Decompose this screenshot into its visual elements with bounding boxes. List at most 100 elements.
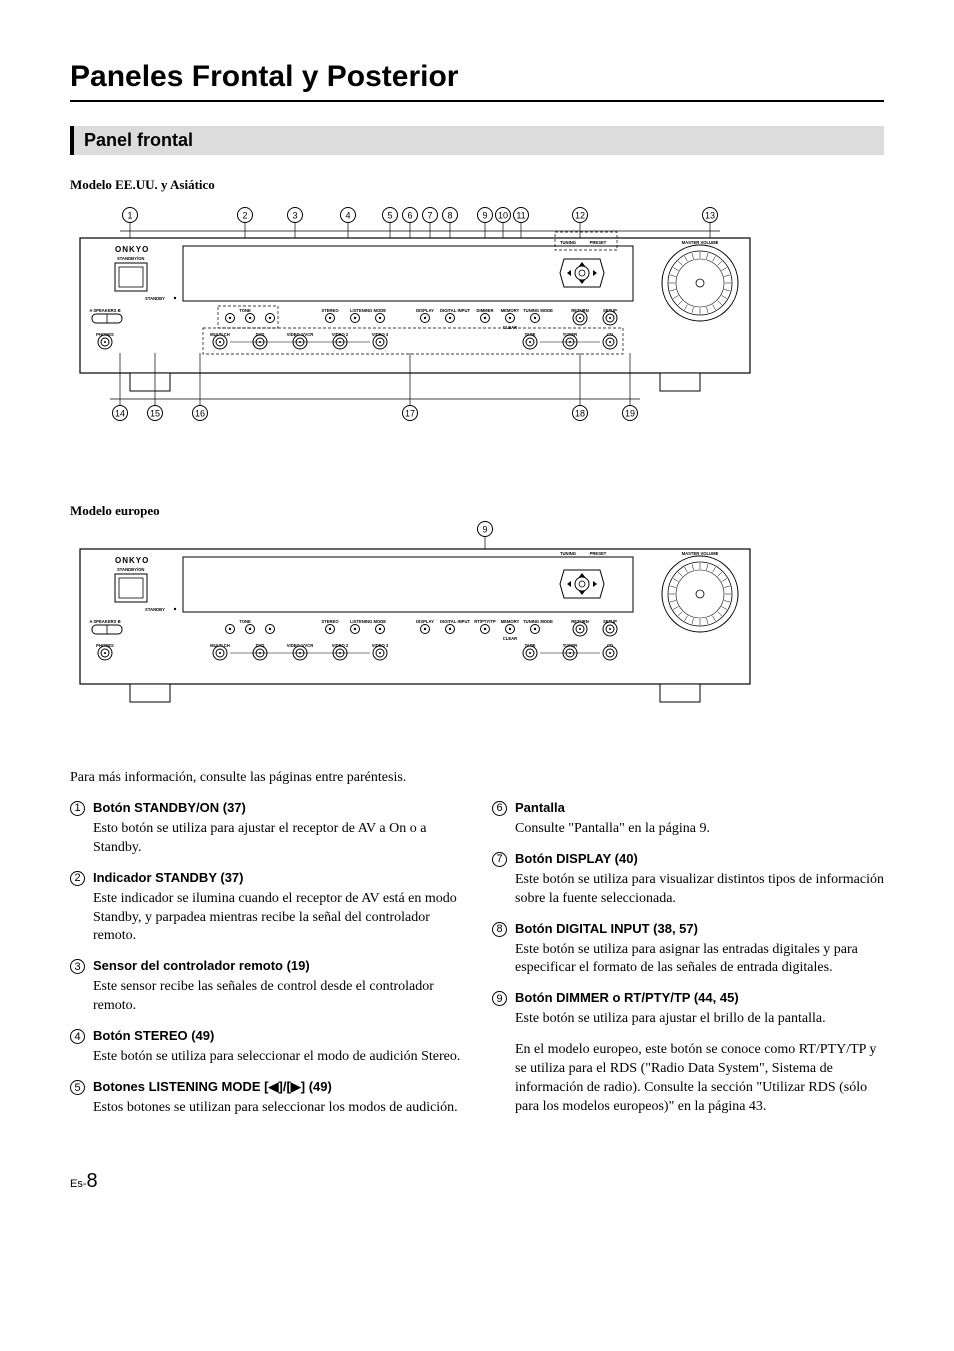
page-title: Paneles Frontal y Posterior <box>70 60 884 94</box>
svg-text:9: 9 <box>482 525 487 535</box>
item-title: Botón DIMMER o RT/PTY/TP (44, 45) <box>515 990 739 1005</box>
svg-text:MEMORY: MEMORY <box>501 619 520 624</box>
svg-text:6: 6 <box>407 211 412 221</box>
svg-text:13: 13 <box>705 211 715 221</box>
item-number: 8 <box>492 922 507 937</box>
item-row: 5 Botones LISTENING MODE [◀]/[▶] (49) <box>70 1079 462 1095</box>
svg-text:RT/PTY/TP: RT/PTY/TP <box>474 619 496 624</box>
svg-text:10: 10 <box>498 211 508 221</box>
title-underline <box>70 100 884 102</box>
item-body: Este sensor recibe las señales de contro… <box>93 978 462 1016</box>
item-body: Este botón se utiliza para asignar las e… <box>515 941 884 979</box>
svg-text:CLEAR: CLEAR <box>503 636 517 641</box>
item-body: Esto botón se utiliza para ajustar el re… <box>93 820 462 858</box>
item-title: Botón DISPLAY (40) <box>515 851 638 866</box>
svg-text:18: 18 <box>575 409 585 419</box>
diagram-eu: 9 ONKYO STANDBY/ON STANDBY TUNING PRESET MASTE… <box>70 519 884 739</box>
item-body: Estos botones se utilizan para seleccion… <box>93 1099 462 1118</box>
svg-text:LISTENING MODE: LISTENING MODE <box>350 619 386 624</box>
front-panel-us-svg: 12345678910111213ONKYOSTANDBY/ONSTANDBYT… <box>70 203 760 473</box>
right-column: 6 Pantalla Consulte "Pantalla" en la págin… <box>492 800 884 1130</box>
item-row: 6 Pantalla <box>492 800 884 816</box>
item-number: 3 <box>70 959 85 974</box>
svg-text:TONE: TONE <box>239 619 251 624</box>
svg-text:8: 8 <box>447 211 452 221</box>
svg-text:DIGITAL INPUT: DIGITAL INPUT <box>440 308 471 313</box>
svg-text:ONKYO: ONKYO <box>115 245 149 254</box>
svg-text:3: 3 <box>292 211 297 221</box>
description-columns: 1 Botón STANDBY/ON (37) Esto botón se util… <box>70 800 884 1130</box>
svg-text:15: 15 <box>150 409 160 419</box>
svg-text:16: 16 <box>195 409 205 419</box>
svg-text:STANDBY: STANDBY <box>145 607 165 612</box>
item-row: 8 Botón DIGITAL INPUT (38, 57) <box>492 921 884 937</box>
item-row: 2 Indicador STANDBY (37) <box>70 870 462 886</box>
svg-text:11: 11 <box>516 211 525 221</box>
svg-text:ONKYO: ONKYO <box>115 556 149 565</box>
svg-text:TONE: TONE <box>239 308 251 313</box>
svg-text:STEREO: STEREO <box>321 619 339 624</box>
item-title: Indicador STANDBY (37) <box>93 870 243 885</box>
svg-text:PRESET: PRESET <box>590 240 607 245</box>
item-title: Pantalla <box>515 800 565 815</box>
svg-text:12: 12 <box>575 211 585 221</box>
item-number: 7 <box>492 852 507 867</box>
svg-text:STANDBY: STANDBY <box>145 296 165 301</box>
svg-text:DIMMER: DIMMER <box>477 308 494 313</box>
item-row: 3Sensor del controlador remoto (19) <box>70 958 462 974</box>
item-title: Botones LISTENING MODE [◀]/[▶] (49) <box>93 1079 332 1095</box>
svg-text:MASTER VOLUME: MASTER VOLUME <box>682 240 719 245</box>
item-row: 9 Botón DIMMER o RT/PTY/TP (44, 45) <box>492 990 884 1006</box>
svg-text:TUNING: TUNING <box>560 240 576 245</box>
svg-text:LISTENING MODE: LISTENING MODE <box>350 308 386 313</box>
svg-text:9: 9 <box>482 211 487 221</box>
svg-text:STANDBY/ON: STANDBY/ON <box>117 567 144 572</box>
svg-text:DIGITAL INPUT: DIGITAL INPUT <box>440 619 471 624</box>
svg-text:TUNING: TUNING <box>560 551 576 556</box>
footer-page-number: 8 <box>87 1170 98 1192</box>
svg-text:DISPLAY: DISPLAY <box>416 619 434 624</box>
svg-text:4: 4 <box>345 211 350 221</box>
svg-text:MEMORY: MEMORY <box>501 308 520 313</box>
item-row: 4 Botón STEREO (49) <box>70 1028 462 1044</box>
section-heading: Panel frontal <box>70 126 884 155</box>
svg-text:14: 14 <box>115 409 125 419</box>
svg-text:17: 17 <box>405 409 415 419</box>
svg-text:2: 2 <box>242 211 247 221</box>
item-row: 7 Botón DISPLAY (40) <box>492 851 884 867</box>
svg-text:DISPLAY: DISPLAY <box>416 308 434 313</box>
item-number: 5 <box>70 1080 85 1095</box>
svg-text:7: 7 <box>427 211 432 221</box>
svg-text:MASTER VOLUME: MASTER VOLUME <box>682 551 719 556</box>
item-number: 4 <box>70 1029 85 1044</box>
svg-text:STEREO: STEREO <box>321 308 339 313</box>
item-body: Este botón se utiliza para ajustar el br… <box>515 1010 884 1029</box>
diagram-us-asia: 12345678910111213ONKYOSTANDBY/ONSTANDBYT… <box>70 203 884 473</box>
intro-text: Para más información, consulte las págin… <box>70 769 884 788</box>
item-body: Este botón se utiliza para seleccionar e… <box>93 1048 462 1067</box>
front-panel-eu-svg: 9 ONKYO STANDBY/ON STANDBY TUNING PRESET MASTE… <box>70 519 760 739</box>
svg-text:A SPEAKERS B: A SPEAKERS B <box>89 619 120 624</box>
item-title: Botón STANDBY/ON (37) <box>93 800 246 815</box>
left-column: 1 Botón STANDBY/ON (37) Esto botón se util… <box>70 800 462 1130</box>
svg-text:5: 5 <box>387 211 392 221</box>
item-title: Botón STEREO (49) <box>93 1028 214 1043</box>
page-footer: Es-8 <box>70 1170 884 1193</box>
svg-text:STANDBY/ON: STANDBY/ON <box>117 256 144 261</box>
svg-text:CLEAR: CLEAR <box>503 325 517 330</box>
item-body: Este botón se utiliza para visualizar di… <box>515 871 884 909</box>
item-number: 1 <box>70 801 85 816</box>
svg-text:1: 1 <box>127 211 132 221</box>
item-body: En el modelo europeo, este botón se cono… <box>515 1041 884 1117</box>
item-number: 2 <box>70 871 85 886</box>
svg-text:A SPEAKERS B: A SPEAKERS B <box>89 308 120 313</box>
model-eu-label: Modelo europeo <box>70 503 160 519</box>
item-row: 1 Botón STANDBY/ON (37) <box>70 800 462 816</box>
model-us-asia-label: Modelo EE.UU. y Asiático <box>70 177 884 193</box>
item-number: 6 <box>492 801 507 816</box>
item-body: Consulte "Pantalla" en la página 9. <box>515 820 884 839</box>
item-title: Botón DIGITAL INPUT (38, 57) <box>515 921 698 936</box>
svg-text:TUNING MODE: TUNING MODE <box>523 619 553 624</box>
svg-text:PRESET: PRESET <box>590 551 607 556</box>
item-number: 9 <box>492 991 507 1006</box>
